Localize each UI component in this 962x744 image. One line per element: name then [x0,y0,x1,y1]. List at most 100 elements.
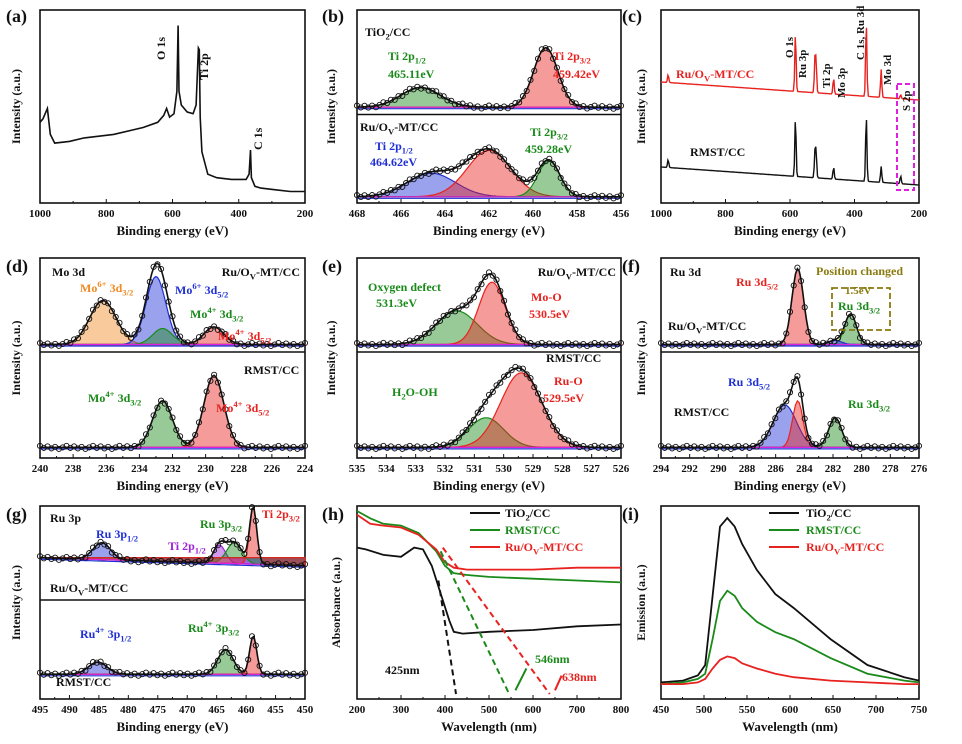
data-point [820,437,827,444]
data-point [192,671,199,678]
data-point [127,672,134,679]
panel-label: (e) [322,256,342,277]
edge-tangent [441,547,551,695]
data-point [298,341,305,348]
data-point [553,165,560,172]
data-point [353,102,361,109]
label-part: 1/2 [127,534,138,544]
shift-label: 1.5eV [845,285,872,297]
label-part: V [250,272,257,282]
data-point [485,391,493,398]
data-point [436,92,444,99]
data-point [158,265,165,273]
data-point [173,426,180,433]
data-point [798,277,805,285]
data-point [614,444,621,451]
x-tick-label: 462 [481,208,498,220]
label-part: Ru 3p [96,527,127,541]
x-tick-label: 228 [231,463,248,475]
label-part: 2 [826,513,830,523]
x-tick-label: 800 [717,208,734,220]
peak-annotation: Mo4+ 3d3/2 [88,389,141,407]
data-point [614,193,621,200]
data-point [86,550,93,557]
data-point [610,445,617,452]
data-point [602,342,609,349]
data-point [542,407,549,414]
data-point [790,378,797,385]
emission-line [660,516,920,684]
label-part: 4+ [95,625,104,635]
x-tick-label: 224 [297,463,314,475]
label-part: Mo [216,401,233,415]
x-tick-label: 700 [868,704,885,716]
label-part: 3/2 [869,306,880,316]
data-point [584,195,591,202]
data-point [180,439,187,447]
data-point [116,553,123,560]
data-point [154,261,161,268]
y-axis-label: Absorbance (a.u.) [329,557,343,648]
peak-label: Ru 3p [797,50,809,78]
fit-peak [39,648,306,675]
absorbance-line [356,546,622,635]
peak-label: O 1s [784,36,796,58]
data-point [501,156,508,163]
panel-a-frame [39,9,306,204]
data-point [440,312,447,319]
label-part: H [392,385,402,399]
data-point [195,669,203,676]
data-point [188,560,195,567]
data-point [372,342,379,350]
data-point [48,342,55,349]
x-tick-label: 460 [238,704,255,716]
data-point [135,672,142,679]
data-point [610,342,617,350]
data-point [395,93,402,100]
x-tick-label: 236 [98,463,115,475]
data-point [67,444,74,451]
data-point [820,339,827,346]
data-point [801,415,808,422]
data-point [410,338,417,345]
data-point [59,671,66,678]
label-part: RMST/CC [690,145,745,159]
data-point [384,444,391,451]
peak-annotation: Ti 2p1/2 [168,539,206,556]
label-part: V [704,74,711,84]
peak-value: 464.62eV [370,155,417,169]
data-point [294,563,301,571]
label-part: V [78,588,85,598]
label-part: Ru/O [360,120,388,134]
data-point [74,335,81,342]
x-tick-label: 200 [297,208,314,220]
label-part: 3/2 [231,524,242,534]
data-point [482,145,489,153]
data-point [485,144,493,151]
data-point [474,286,481,293]
data-point [731,444,738,451]
sample-label: Ru/OV-MT/CC [360,120,438,137]
data-point [199,332,206,339]
y-axis-label: Intensity (a.u.) [324,320,338,395]
data-point [444,311,451,318]
data-point [279,671,286,678]
sample-label: TiO2/CC [365,25,410,42]
data-point [786,389,794,396]
data-point [497,287,504,295]
panel-label: (g) [6,504,27,525]
label-part: 4+ [207,305,216,315]
data-point [286,342,293,349]
data-point [731,341,738,348]
label-part: Ru 3d [728,375,759,389]
label-part: RMST/CC [505,523,560,537]
data-point [218,391,225,398]
peak-label: Mo 3p [836,68,848,98]
data-point [63,338,70,346]
label-part: -MT/CC [394,120,438,134]
data-point [470,416,477,423]
label-part: Mo [88,391,105,405]
data-point [101,298,108,305]
label-part: 1/2 [402,146,413,156]
data-point [720,445,727,452]
